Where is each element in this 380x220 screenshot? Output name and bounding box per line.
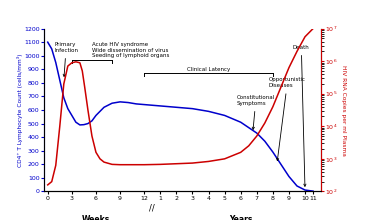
Text: Weeks: Weeks — [82, 215, 110, 220]
Text: Primary
Infection: Primary Infection — [54, 42, 78, 77]
Text: Acute HIV syndrome
Wide dissemination of virus
Seeding of lymphoid organs: Acute HIV syndrome Wide dissemination of… — [92, 42, 169, 59]
Text: Death: Death — [293, 45, 310, 186]
Y-axis label: CD4⁺ T Lymphocyte Count (cells/mm³): CD4⁺ T Lymphocyte Count (cells/mm³) — [16, 53, 22, 167]
Text: Years: Years — [229, 215, 252, 220]
Y-axis label: HIV RNA Copies per ml Plasma: HIV RNA Copies per ml Plasma — [340, 64, 345, 156]
Text: Opportunistic
Diseases: Opportunistic Diseases — [269, 77, 306, 161]
Text: //: // — [149, 204, 155, 213]
Text: Constitutional
Symptoms: Constitutional Symptoms — [237, 95, 275, 129]
Text: Clinical Latency: Clinical Latency — [187, 67, 230, 72]
